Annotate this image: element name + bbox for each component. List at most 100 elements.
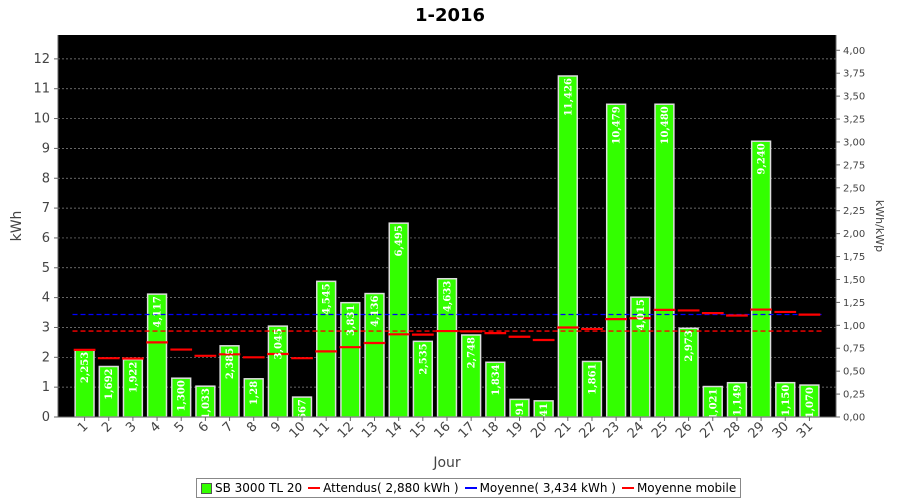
y-axis-label-right: kWh/kWp [873,200,886,252]
data-label: 1,28 [249,381,260,405]
data-label: 1,149 [732,385,743,416]
x-tick-label: 29 [746,419,768,441]
x-tick-label: 7 [220,419,236,435]
data-label: 2,253 [80,352,91,383]
data-label: 2,535 [418,343,429,374]
x-tick-label: 9 [268,419,284,435]
y-tick-label: 8 [42,171,50,186]
bar [654,103,675,418]
legend: SB 3000 TL 20 Attendus( 2,880 kWh ) Moye… [196,478,742,498]
data-label: 9,240 [757,143,768,174]
y-right-tick-label: 1,00 [843,321,865,332]
legend-item-moving-average: Moyenne mobile [621,481,737,495]
data-label: 1,692 [104,368,115,399]
y-right-tick-label: 1,25 [843,298,865,309]
legend-line-expected [308,487,321,489]
x-tick-label: 18 [480,419,502,441]
x-tick-label: 12 [335,419,357,441]
data-label: 11,426 [563,78,574,116]
x-tick-label: 26 [673,419,695,441]
legend-item-expected: Attendus( 2,880 kWh ) [308,481,459,495]
data-label: 1,070 [805,387,816,418]
data-label: 3,045 [273,328,284,359]
data-label: 2,385 [225,348,236,379]
data-labels: 2,253 1,692 1,922 4,117 1,300 1,033 2,385 1,28 3… [80,78,816,434]
legend-label-production: SB 3000 TL 20 [215,481,303,495]
data-label: 10,480 [660,106,671,144]
data-label: 1,300 [177,380,188,411]
data-label: 0,541 [539,403,550,434]
x-tick-label: 5 [172,419,188,435]
y-right-tick-label: 0,50 [843,367,865,378]
bar [605,103,627,418]
y-axis-right: 0,00 0,25 0,50 0,75 1,00 1,25 1,50 1,75 2,00 2,25… [835,35,865,424]
y-tick-label: 7 [42,201,50,216]
x-tick-label: 15 [407,419,429,441]
x-tick-label: 2 [99,419,115,435]
data-label: 1,834 [491,364,502,395]
y-right-tick-label: 3,25 [843,115,865,126]
x-tick-label: 14 [383,419,405,441]
data-label: 2,748 [467,337,478,368]
data-label: 6,495 [394,225,405,256]
x-tick-label: 27 [697,419,719,441]
data-label: 10,479 [612,106,623,144]
y-right-tick-label: 3,50 [843,92,865,103]
data-label: 1,861 [587,363,598,394]
data-label: 4,117 [153,296,164,327]
x-tick-label: 13 [359,419,381,441]
x-tick-label: 28 [721,419,743,441]
legend-item-production: SB 3000 TL 20 [201,481,302,495]
y-tick-label: 6 [42,231,50,246]
y-tick-label: 1 [42,380,50,395]
y-right-tick-label: 3,75 [843,69,865,80]
x-tick-label: 16 [432,419,454,441]
y-right-tick-label: 3,00 [843,137,865,148]
data-label: 1,021 [708,389,719,420]
x-axis: 1 2 3 4 5 6 7 8 9 10 11 12 13 14 15 16 17 18 19 20 21 22 23 24 2… [58,416,836,442]
y-tick-label: 5 [42,261,50,276]
x-tick-label: 23 [601,419,623,441]
legend-label-expected: Attendus( 2,880 kWh ) [323,481,459,495]
x-tick-label: 1 [75,419,91,435]
y-tick-label: 2 [42,350,50,365]
x-tick-label: 6 [196,419,212,435]
y-right-tick-label: 2,50 [843,183,865,194]
data-label: 2,973 [684,330,695,361]
x-tick-label: 8 [244,419,260,435]
bar [557,75,578,418]
data-label: 1,922 [128,362,139,393]
legend-swatch-production [201,482,212,494]
x-tick-label: 21 [552,419,574,441]
y-right-tick-label: 2,25 [843,206,865,217]
legend-line-average [464,487,477,489]
x-axis-label: Jour [432,455,461,471]
data-label: 4,633 [443,281,454,312]
bars [74,75,820,418]
y-tick-label: 10 [33,112,50,127]
bar [750,140,772,418]
y-tick-label: 12 [33,52,50,67]
legend-item-average: Moyenne( 3,434 kWh ) [464,481,616,495]
data-label: 4,545 [322,283,333,314]
x-tick-label: 24 [625,419,647,441]
y-right-tick-label: 1,50 [843,275,865,286]
y-right-tick-label: 0,00 [843,413,865,424]
y-tick-label: 4 [42,291,50,306]
y-right-tick-label: 4,00 [843,46,865,57]
reference-lines [72,308,822,360]
x-tick-label: 30 [770,419,792,441]
data-label: 4,015 [636,299,647,330]
y-tick-label: 9 [42,141,50,156]
legend-label-moving-average: Moyenne mobile [636,481,737,495]
x-tick-label: 25 [649,419,671,441]
y-tick-label: 11 [33,82,50,97]
y-right-tick-label: 2,00 [843,229,865,240]
chart-title: 1-2016 [415,5,485,26]
x-tick-label: 22 [576,419,598,441]
data-label: 3,831 [346,305,357,336]
data-label: 1,033 [201,388,212,419]
y-tick-label: 3 [42,320,50,335]
y-right-tick-label: 1,75 [843,252,865,263]
x-tick-label: 31 [794,419,816,441]
